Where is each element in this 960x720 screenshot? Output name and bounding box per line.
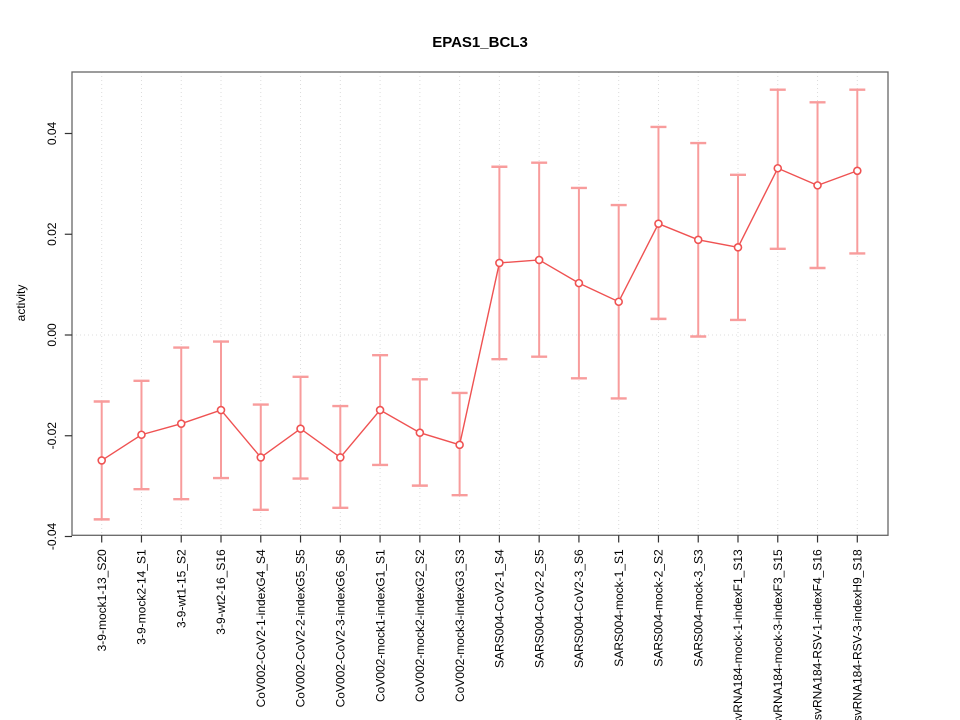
data-point [137, 430, 146, 440]
data-point [574, 278, 584, 288]
x-tick-label: svRNA184-RSV-3-indexH9_S18 [851, 549, 865, 720]
data-point [654, 219, 663, 228]
error-bars [93, 88, 866, 521]
data-point [773, 163, 783, 173]
data-point [693, 235, 703, 245]
x-tick-label: CoV002-mock2-indexG2_S2 [413, 549, 427, 702]
x-tick-label: 3-9-mock1-13_S20 [95, 549, 109, 651]
x-tick-label: 3-9-wt2-16_S16 [214, 549, 228, 635]
x-tick-label: SARS004-CoV2-3_S6 [572, 549, 586, 668]
x-tick-label: SARS004-mock-3_S3 [691, 549, 705, 667]
x-tick-label: 3-9-mock2-14_S1 [135, 549, 149, 645]
x-tick-label: SARS004-CoV2-2_S5 [532, 549, 546, 668]
y-tick-label: 0.02 [45, 222, 59, 246]
x-tick-label: SARS004-mock-2_S2 [652, 549, 666, 667]
x-tick-label: svRNA184-mock-3-indexF3_S15 [771, 549, 785, 720]
y-tick-label: 0.00 [45, 323, 59, 347]
x-tick-label: SARS004-mock-1_S1 [612, 549, 626, 667]
x-tick-label: svRNA184-RSV-1-indexF4_S16 [811, 549, 825, 720]
data-point [336, 453, 345, 462]
data-point [733, 243, 743, 252]
data-point [415, 428, 425, 438]
plot-frame [71, 71, 889, 536]
data-point [176, 419, 186, 428]
x-tick-label: CoV002-CoV2-3-indexG6_S6 [334, 549, 348, 707]
data-point [97, 456, 106, 465]
data-point [813, 181, 822, 190]
series [101, 167, 858, 462]
data-point [534, 255, 544, 265]
y-tick-label: -0.02 [45, 422, 59, 450]
x-tick-label: CoV002-mock3-indexG3_S3 [453, 549, 467, 702]
x-tick-label: 3-9-wt1-15_S2 [174, 549, 188, 628]
x-tick-label: SARS004-CoV2-1_S4 [493, 549, 507, 668]
data-point [495, 258, 504, 268]
data-point [375, 405, 385, 415]
gridlines [72, 72, 888, 536]
data-point [256, 453, 266, 462]
data-points [97, 163, 862, 465]
data-point [455, 440, 464, 450]
y-tick-label: 0.04 [45, 121, 59, 145]
data-point [614, 297, 623, 307]
data-point [216, 405, 226, 415]
data-point [852, 166, 862, 176]
series-line [101, 167, 858, 462]
x-tick-label: svRNA184-mock-1-indexF1_S13 [731, 549, 745, 720]
frame [71, 71, 889, 536]
x-axis: 3-9-mock1-13_S20 3-9-mock2-14_S1 3-9-wt1-1… [95, 535, 865, 720]
y-axis: -0.04 -0.02 0.00 0.02 0.04 [45, 121, 72, 550]
x-tick-label: CoV002-CoV2-1-indexG4_S4 [254, 549, 268, 707]
chart-title: EPAS1_BCL3 [432, 34, 528, 51]
x-tick-label: CoV002-CoV2-2-indexG5_S5 [294, 549, 308, 707]
x-tick-label: CoV002-mock1-indexG1_S1 [373, 549, 387, 702]
data-point [296, 424, 305, 433]
y-tick-label: -0.04 [45, 523, 59, 551]
